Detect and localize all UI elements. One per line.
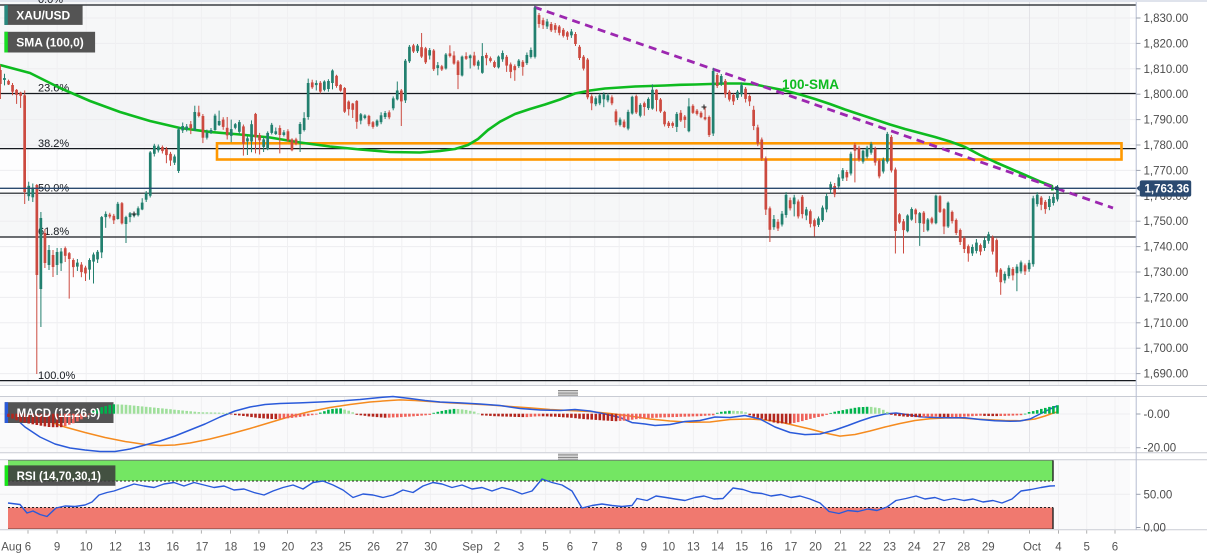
svg-text:13: 13 (138, 542, 151, 554)
svg-text:3: 3 (518, 542, 524, 554)
svg-text:23: 23 (310, 542, 323, 554)
svg-text:27: 27 (396, 542, 409, 554)
svg-text:5: 5 (1083, 542, 1089, 554)
svg-text:SMA (100,0): SMA (100,0) (16, 36, 84, 50)
svg-text:23: 23 (883, 542, 896, 554)
svg-text:1,710.00: 1,710.00 (1144, 318, 1189, 330)
svg-text:28: 28 (957, 542, 970, 554)
svg-text:50.00: 50.00 (1144, 489, 1173, 501)
svg-text:1,780.00: 1,780.00 (1144, 140, 1189, 152)
svg-text:25: 25 (339, 542, 352, 554)
svg-text:1,700.00: 1,700.00 (1144, 343, 1189, 355)
svg-text:29: 29 (982, 542, 995, 554)
svg-text:26: 26 (367, 542, 380, 554)
svg-text:2: 2 (494, 542, 500, 554)
svg-text:14: 14 (711, 542, 724, 554)
svg-text:9: 9 (54, 542, 60, 554)
svg-text:1,830.00: 1,830.00 (1144, 13, 1189, 25)
svg-text:1,730.00: 1,730.00 (1144, 267, 1189, 279)
svg-text:10: 10 (662, 542, 675, 554)
svg-text:30: 30 (424, 542, 437, 554)
svg-text:18: 18 (225, 542, 238, 554)
svg-text:1,720.00: 1,720.00 (1144, 292, 1189, 304)
svg-text:1,763.36: 1,763.36 (1145, 183, 1190, 195)
svg-text:27: 27 (933, 542, 946, 554)
svg-text:16: 16 (760, 542, 773, 554)
svg-text:17: 17 (785, 542, 798, 554)
svg-text:7: 7 (591, 542, 597, 554)
svg-text:22: 22 (859, 542, 872, 554)
svg-text:XAU/USD: XAU/USD (16, 8, 70, 22)
svg-text:MACD (12,26,9): MACD (12,26,9) (17, 408, 101, 420)
svg-text:1,820.00: 1,820.00 (1144, 38, 1189, 50)
svg-text:1,800.00: 1,800.00 (1144, 89, 1189, 101)
svg-text:0.0%: 0.0% (38, 0, 63, 6)
svg-text:6: 6 (1112, 542, 1118, 554)
svg-text:Sep: Sep (462, 542, 482, 554)
svg-text:17: 17 (196, 542, 209, 554)
svg-text:12: 12 (109, 542, 122, 554)
svg-text:20: 20 (809, 542, 822, 554)
svg-text:Aug: Aug (1, 542, 21, 554)
svg-text:RSI (14,70,30,1): RSI (14,70,30,1) (17, 471, 102, 483)
svg-text:6: 6 (25, 542, 31, 554)
svg-text:15: 15 (735, 542, 748, 554)
svg-text:5: 5 (542, 542, 548, 554)
svg-text:23.6%: 23.6% (38, 83, 69, 95)
svg-text:-20.00: -20.00 (1144, 443, 1177, 455)
svg-text:19: 19 (253, 542, 266, 554)
svg-text:0.00: 0.00 (1144, 523, 1166, 535)
svg-text:20: 20 (282, 542, 295, 554)
svg-text:100.0%: 100.0% (38, 370, 76, 382)
svg-text:24: 24 (908, 542, 921, 554)
svg-text:38.2%: 38.2% (38, 138, 69, 150)
svg-text:-0.00: -0.00 (1144, 409, 1170, 421)
svg-text:9: 9 (641, 542, 647, 554)
svg-text:1,740.00: 1,740.00 (1144, 242, 1189, 254)
svg-text:8: 8 (616, 542, 622, 554)
svg-text:1,750.00: 1,750.00 (1144, 216, 1189, 228)
svg-text:10: 10 (80, 542, 93, 554)
svg-text:1,770.00: 1,770.00 (1144, 165, 1189, 177)
svg-text:1,790.00: 1,790.00 (1144, 115, 1189, 127)
svg-text:13: 13 (687, 542, 700, 554)
svg-text:61.8%: 61.8% (38, 226, 69, 238)
svg-text:Oct: Oct (1023, 542, 1042, 554)
svg-text:100-SMA: 100-SMA (782, 77, 839, 92)
svg-text:21: 21 (834, 542, 847, 554)
svg-text:4: 4 (1055, 542, 1062, 554)
svg-text:16: 16 (166, 542, 179, 554)
svg-text:1,810.00: 1,810.00 (1144, 64, 1189, 76)
svg-text:6: 6 (567, 542, 573, 554)
svg-text:1,690.00: 1,690.00 (1144, 369, 1189, 381)
